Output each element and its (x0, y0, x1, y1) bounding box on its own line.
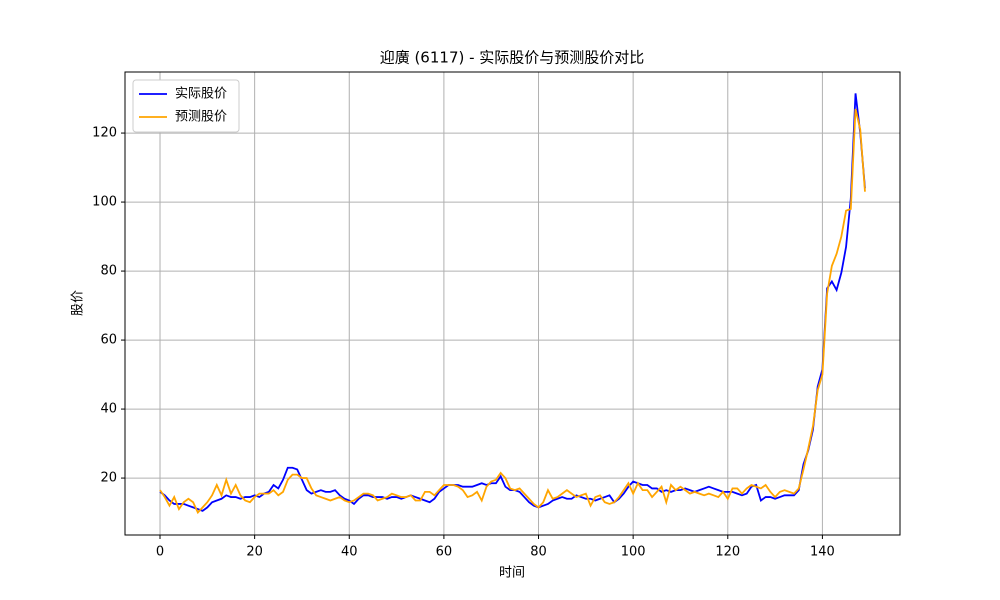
y-tick-label: 20 (100, 471, 117, 486)
x-tick-label: 20 (246, 545, 263, 560)
y-axis-label: 股价 (71, 290, 86, 316)
legend-label: 实际股价 (175, 87, 227, 102)
x-axis-label: 时间 (499, 566, 525, 581)
y-tick-label: 100 (92, 195, 117, 210)
series-line (159, 93, 866, 512)
y-tick-label: 120 (92, 126, 117, 141)
y-tick-label: 40 (100, 402, 117, 417)
legend-box (132, 79, 240, 133)
x-tick-label: 0 (156, 545, 164, 560)
x-tick-label: 60 (436, 545, 453, 560)
x-tick-label: 120 (715, 545, 740, 560)
legend-label: 预测股价 (175, 110, 227, 125)
y-tick-label: 80 (100, 264, 117, 279)
series-line (159, 108, 866, 515)
plot-frame (124, 71, 901, 536)
x-tick-label: 140 (810, 545, 835, 560)
chart-title: 迎廣 (6117) - 实际股价与预测股价对比 (380, 49, 645, 67)
x-tick-label: 80 (530, 545, 547, 560)
x-tick-label: 40 (341, 545, 358, 560)
y-tick-label: 60 (100, 333, 117, 348)
x-tick-label: 100 (621, 545, 646, 560)
